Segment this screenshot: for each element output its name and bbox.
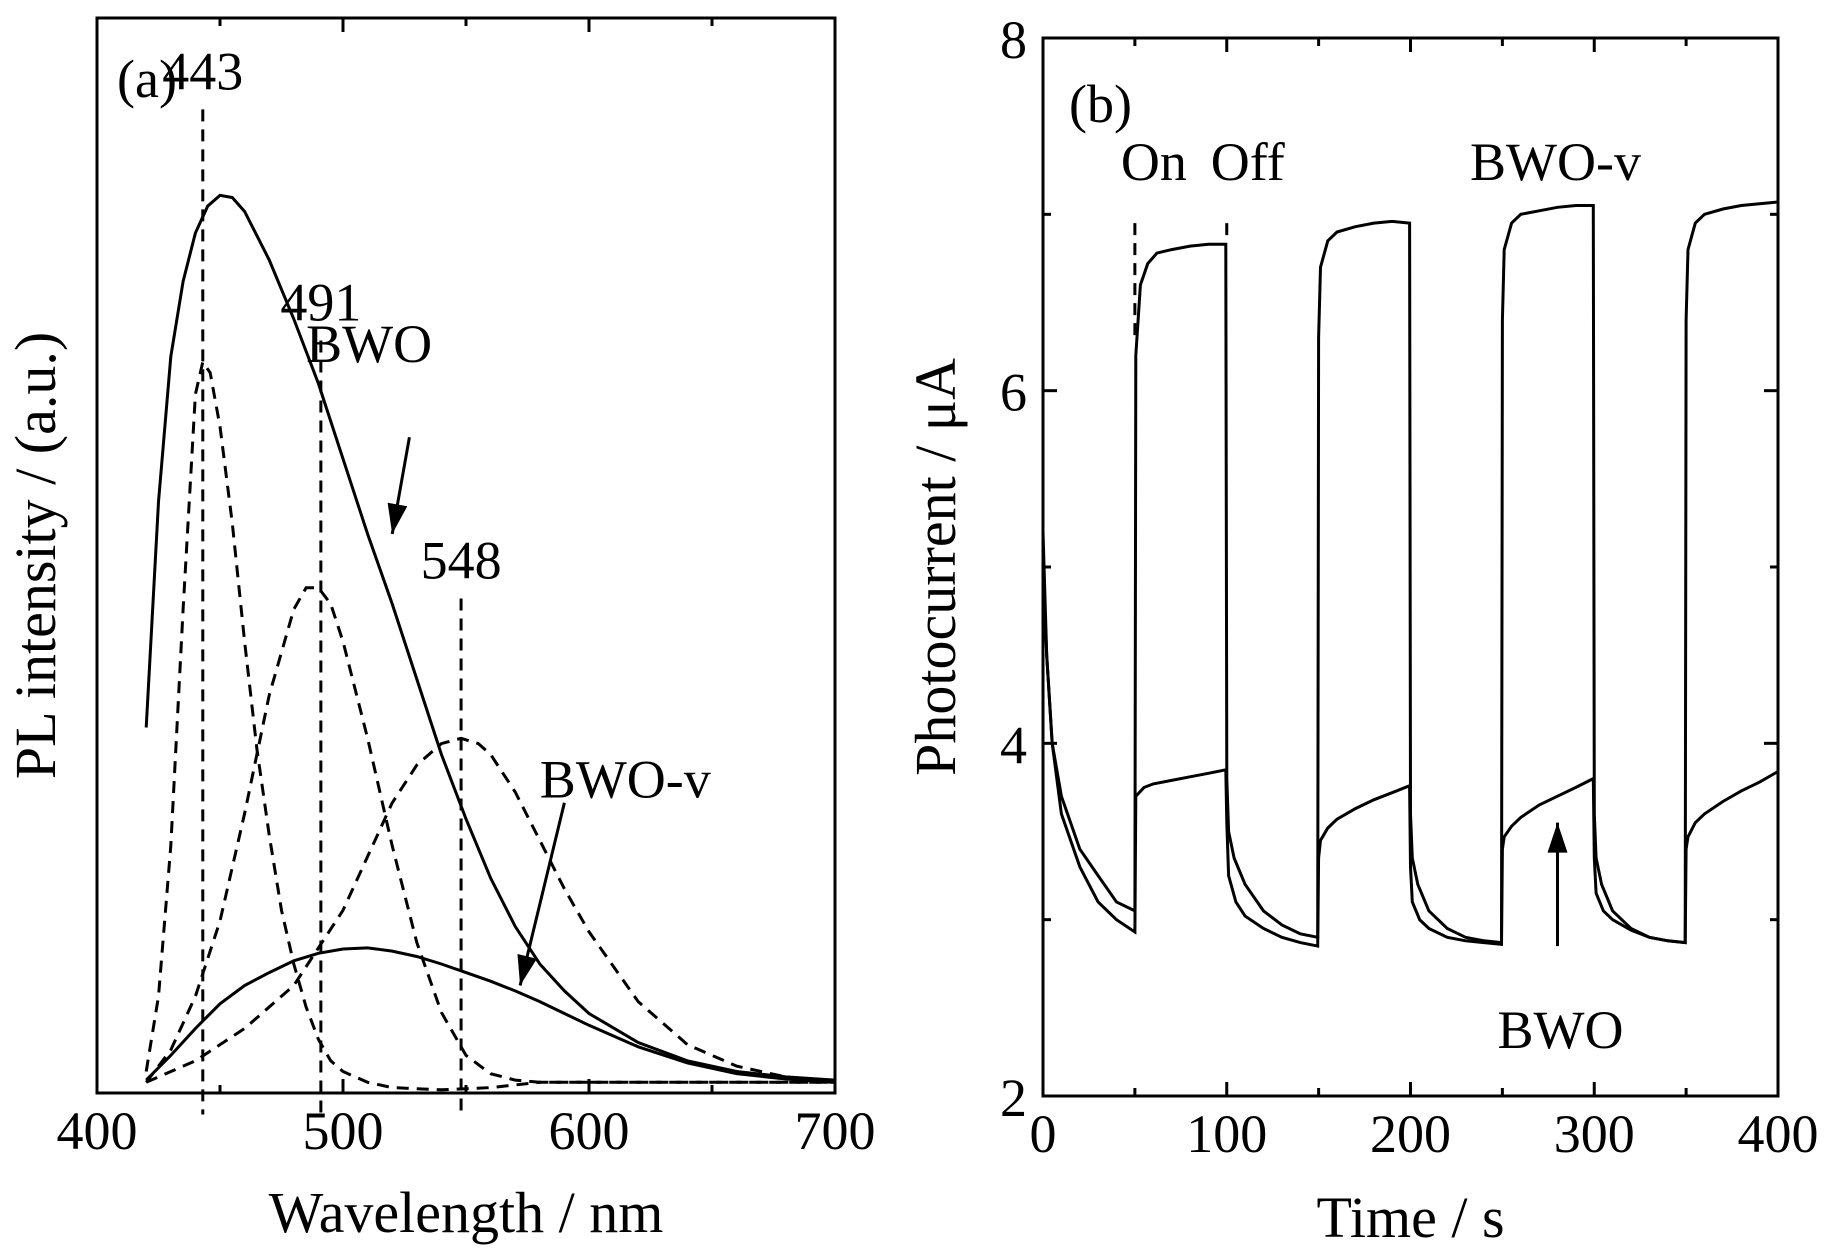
- x-tick-label-a: 600: [549, 1101, 630, 1161]
- panel-label-b: (b): [1069, 74, 1132, 134]
- peak-label: 548: [421, 531, 502, 591]
- y-tick-label-b: 4: [1000, 715, 1027, 775]
- off-label: Off: [1211, 132, 1285, 192]
- curve-label-arrow-head: [387, 502, 408, 534]
- gaussian-fit-curve: [145, 586, 835, 1084]
- curve-label-bwo: BWO: [1498, 1000, 1624, 1060]
- on-label: On: [1121, 132, 1187, 192]
- x-tick-label-b: 200: [1370, 1104, 1451, 1164]
- x-tick-label-a: 700: [795, 1101, 876, 1161]
- y-axis-title-a: PL intensity / (a.u.): [3, 332, 68, 779]
- panel-label-a: (a): [117, 49, 177, 109]
- x-tick-label-b: 300: [1554, 1104, 1635, 1164]
- curve-label-bwo-v: BWO-v: [1470, 132, 1641, 192]
- x-tick-label-b: 0: [1030, 1104, 1057, 1164]
- x-axis-title-b: Time / s: [1316, 1185, 1504, 1250]
- x-tick-label-b: 400: [1738, 1104, 1819, 1164]
- curve-label: BWO-v: [540, 749, 711, 809]
- panel-b: 0 100 200 300 400 2 4 6 8 Time / s Photocurrent / …: [903, 10, 1819, 1250]
- y-tick-label-b: 2: [1000, 1068, 1027, 1128]
- curve-label-arrow-shaft: [518, 802, 566, 986]
- series-line-bwo: [144, 193, 836, 1082]
- x-axis-title-a: Wavelength / nm: [269, 1180, 664, 1245]
- x-tick-label-a: 400: [57, 1101, 138, 1161]
- y-tick-label-b: 6: [1000, 363, 1027, 423]
- series-line-bwo: [1041, 566, 1779, 948]
- y-tick-label-b: 8: [1000, 10, 1027, 70]
- x-tick-label-a: 500: [303, 1101, 384, 1161]
- x-tick-label-b: 100: [1186, 1104, 1267, 1164]
- series-line-bwo-v: [145, 946, 836, 1084]
- curve-label: BWO: [306, 314, 432, 374]
- gaussian-fit-curve: [144, 358, 835, 1092]
- curve-label-arrow-head: [517, 953, 537, 986]
- y-axis-title-b: Photocurrent / μA: [903, 358, 968, 776]
- panel-a: 400 500 600 700 Wavelength / nm PL intensity …: [3, 16, 876, 1245]
- curve-label-bwo-arrow-head: [1547, 822, 1568, 853]
- gaussian-fit-curve: [145, 736, 836, 1084]
- peak-label: 443: [162, 41, 243, 101]
